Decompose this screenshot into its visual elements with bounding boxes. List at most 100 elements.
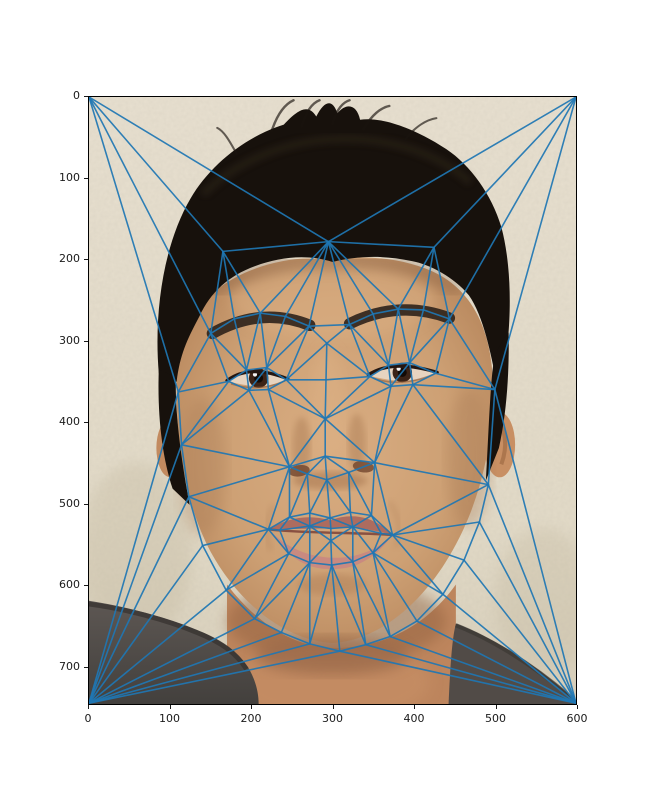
- triangulation-edge: [478, 521, 576, 704]
- triangulation-edge: [339, 643, 367, 652]
- triangulation-edge: [89, 97, 180, 393]
- triangulation-edge: [308, 323, 351, 327]
- triangulation-edge: [390, 361, 411, 388]
- triangulation-edge: [351, 526, 374, 554]
- y-tick-mark: [84, 96, 88, 97]
- y-tick-mark: [84, 666, 88, 668]
- triangulation-edge: [408, 318, 451, 364]
- triangulation-edge: [370, 461, 376, 517]
- triangulation-edge: [288, 455, 326, 468]
- triangulation-edge: [177, 332, 212, 393]
- triangulation-edge: [370, 514, 394, 536]
- triangulation-edge: [201, 528, 270, 547]
- triangulation-edge: [412, 383, 490, 486]
- x-tick-mark: [577, 705, 578, 709]
- triangulation-edge: [233, 312, 262, 320]
- triangulation-edge: [287, 552, 311, 564]
- triangulation-edge: [248, 388, 270, 392]
- y-tick-label: 200: [59, 252, 80, 266]
- triangulation-edge: [391, 483, 490, 536]
- triangulation-edge: [324, 378, 327, 420]
- triangulation-edge: [288, 473, 309, 518]
- triangulation-edge: [306, 473, 311, 514]
- triangulation-edge: [324, 385, 392, 420]
- triangulation-edge: [245, 312, 262, 371]
- triangulation-edge: [494, 388, 576, 704]
- triangulation-edge: [89, 97, 212, 335]
- triangulation-edge: [433, 97, 576, 249]
- triangulation-edge: [442, 559, 465, 596]
- x-tick-label: 200: [240, 712, 262, 725]
- x-tick-label: 600: [566, 712, 588, 725]
- triangulation-edge: [373, 461, 394, 536]
- triangulation-edge: [433, 246, 451, 320]
- triangulation-edge: [248, 366, 268, 392]
- y-tick-label: 100: [59, 170, 80, 184]
- triangulation-edge: [180, 443, 291, 468]
- triangulation-edge: [89, 617, 256, 704]
- triangulation-edge: [233, 318, 248, 371]
- triangulation-edge: [201, 544, 227, 592]
- triangulation-edge: [327, 240, 374, 315]
- triangulation-edge: [448, 97, 576, 320]
- triangulation-edge: [329, 517, 332, 530]
- x-tick-mark: [88, 705, 89, 709]
- triangulation-edge: [389, 620, 418, 638]
- y-tick-label: 500: [59, 496, 80, 510]
- shirt-right-collar-edge: [455, 623, 573, 700]
- triangulation-edge: [329, 517, 354, 528]
- triangulation-edge: [347, 471, 373, 517]
- triangulation-edge: [324, 375, 371, 420]
- triangulation-edge: [89, 391, 180, 704]
- triangulation-edge: [373, 385, 392, 464]
- triangulation-edge: [380, 532, 394, 536]
- triangulation-edge: [265, 366, 270, 391]
- triangulation-edge: [188, 495, 204, 547]
- triangulation-edge: [330, 539, 333, 566]
- triangulation-edge: [308, 525, 332, 542]
- triangulation-edge: [267, 528, 281, 531]
- x-tick-label: 300: [322, 712, 343, 725]
- triangulation-edge: [325, 375, 371, 381]
- triangulation-edge: [265, 315, 287, 369]
- triangulation-edge: [348, 323, 371, 378]
- triangulation-edge: [89, 97, 224, 253]
- t-shirt: [89, 600, 576, 704]
- triangulation-edge: [209, 332, 230, 383]
- triangulation-edge: [463, 559, 576, 704]
- triangulation-edge: [330, 526, 354, 530]
- triangulation-edge: [288, 417, 326, 468]
- x-tick-label: 0: [84, 712, 92, 725]
- hair-left-sideburn: [158, 369, 190, 505]
- triangulation-edge: [324, 455, 350, 474]
- triangulation-edge: [349, 511, 354, 528]
- triangulation-edge: [308, 240, 330, 327]
- triangulation-edge: [222, 240, 330, 253]
- triangulation-edge: [245, 366, 268, 371]
- triangulation-edge: [89, 443, 183, 704]
- triangulation-edge: [327, 97, 576, 243]
- triangulation-edge: [285, 342, 328, 381]
- triangulation-edge: [267, 378, 288, 391]
- triangulation-edge: [209, 332, 248, 371]
- triangulation-edge: [448, 318, 496, 391]
- triangulation-edge: [372, 552, 444, 596]
- triangulation-edge: [372, 552, 418, 622]
- triangulation-edge: [387, 361, 411, 366]
- triangulation-edge: [463, 521, 481, 561]
- x-tick-mark: [332, 705, 334, 709]
- triangulation-edge: [327, 240, 400, 310]
- triangulation-edge: [372, 534, 394, 554]
- triangulation-edge: [373, 461, 490, 486]
- triangulation-edge: [348, 313, 374, 326]
- x-tick-mark: [251, 705, 252, 709]
- triangulation-edge: [434, 318, 451, 375]
- triangulation-edge: [288, 516, 311, 527]
- triangulation-edge: [288, 512, 311, 518]
- triangulation-edge: [434, 372, 496, 391]
- triangulation-mesh: [89, 97, 576, 704]
- triangulation-edge: [330, 564, 367, 646]
- y-tick-mark: [84, 422, 88, 424]
- triangulation-edge: [324, 417, 376, 464]
